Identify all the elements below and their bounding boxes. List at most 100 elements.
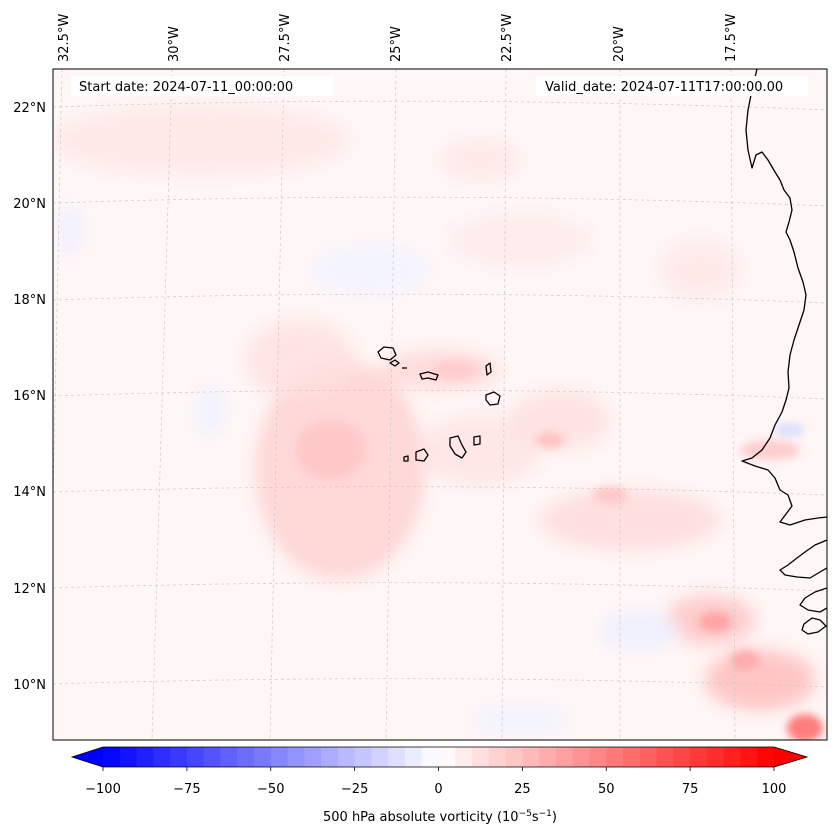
- colorbar-cell: [337, 747, 356, 767]
- lat-label-10n: 10°N: [13, 678, 46, 693]
- parallel-line: [53, 293, 827, 304]
- colorbar-extend-max: [774, 747, 807, 767]
- colorbar-cell: [354, 747, 372, 767]
- colorbar-cell: [270, 747, 289, 767]
- island-boa-vista: [485, 391, 501, 406]
- lon-label-22-5w: 22.5°W: [500, 14, 515, 62]
- parallel-line: [53, 582, 827, 592]
- island-brava: [403, 455, 409, 462]
- meridian-line: [501, 69, 507, 740]
- colorbar-extend-min: [72, 747, 103, 767]
- colorbar-tick-label: 0: [434, 782, 442, 797]
- meridian-line: [730, 69, 736, 740]
- colorbar-tick-label: 25: [514, 782, 531, 797]
- latitude-labels: 22°N 20°N 18°N 16°N 14°N 12°N 10°N: [13, 101, 46, 693]
- vorticity-positive-core: [699, 612, 731, 632]
- vorticity-field: [53, 105, 823, 740]
- colorbar-cell: [237, 747, 255, 767]
- colorbar-cell: [186, 747, 205, 767]
- vorticity-positive-area: [705, 650, 815, 710]
- island-sao-nicolau: [419, 371, 439, 381]
- gridlines: [53, 69, 827, 740]
- vorticity-positive-core: [592, 487, 628, 503]
- vorticity-negative-area: [470, 705, 570, 735]
- colorbar-label-exp1: −5: [519, 809, 532, 819]
- colorbar-tick-label: −75: [173, 782, 200, 797]
- vorticity-positive-area: [660, 240, 740, 300]
- vorticity-positive-area: [450, 215, 590, 265]
- colorbar-cells: [103, 747, 775, 767]
- colorbar-label-main: 500 hPa absolute vorticity (10: [323, 810, 519, 825]
- colorbar-cell: [690, 747, 708, 767]
- island-santo-antao: [377, 346, 397, 361]
- lat-label-20n: 20°N: [13, 197, 46, 212]
- colorbar-cell: [371, 747, 389, 767]
- colorbar-tick-label: −25: [341, 782, 368, 797]
- meridian-line: [269, 69, 285, 740]
- vorticity-negative-area: [195, 385, 225, 435]
- island-sal: [485, 362, 492, 376]
- meridian-line: [151, 69, 173, 740]
- parallel-line: [53, 196, 827, 207]
- start-date-box: [71, 76, 333, 96]
- colorbar-tick-label: 50: [598, 782, 615, 797]
- lon-label-27-5w: 27.5°W: [278, 14, 293, 62]
- coastline-segment: [799, 587, 827, 613]
- lat-label-18n: 18°N: [13, 293, 46, 308]
- valid-date-box: [536, 76, 808, 96]
- vorticity-positive-area: [540, 490, 720, 550]
- colorbar-cell: [606, 747, 624, 767]
- colorbar-cell: [304, 747, 322, 767]
- vorticity-positive-core: [295, 420, 365, 480]
- lon-label-17-5w: 17.5°W: [724, 14, 739, 62]
- vorticity-positive-core: [433, 360, 477, 380]
- colorbar-cell: [639, 747, 658, 767]
- map-area: Start date: 2024-07-11_00:00:00 Valid_da…: [53, 69, 827, 740]
- vorticity-negative-core: [775, 423, 805, 437]
- colorbar-label-unit: s: [532, 810, 539, 825]
- lon-label-30w: 30°W: [167, 26, 182, 62]
- colorbar-cell: [623, 747, 641, 767]
- vorticity-positive-area: [53, 105, 350, 175]
- island-maio: [473, 435, 481, 446]
- vorticity-positive-core: [536, 432, 564, 448]
- vorticity-positive-core: [787, 714, 823, 740]
- colorbar-cell: [455, 747, 473, 767]
- colorbar-cell: [170, 747, 188, 767]
- colorbar-cell: [287, 747, 305, 767]
- parallel-line: [53, 678, 827, 688]
- vorticity-positive-core: [740, 440, 800, 460]
- colorbar-cell: [656, 747, 674, 767]
- colorbar-cell: [404, 747, 423, 767]
- colorbar-cell: [119, 747, 138, 767]
- colorbar-cell: [253, 747, 272, 767]
- colorbar-tick-label: −100: [85, 782, 121, 797]
- colorbar-cell: [572, 747, 590, 767]
- parallel-line: [53, 100, 827, 111]
- colorbar-tick-label: 75: [682, 782, 699, 797]
- colorbar-cell: [421, 747, 439, 767]
- west-africa-coastline: [741, 69, 827, 526]
- island-santiago: [449, 435, 467, 459]
- colorbar-cell: [388, 747, 406, 767]
- colorbar-ticks: −100 −75 −50 −25 0 25 50 75 100: [85, 767, 786, 797]
- colorbar-label-end: ): [552, 810, 557, 825]
- colorbar-cell: [438, 747, 456, 767]
- colorbar-cell: [757, 747, 775, 767]
- island-fogo: [415, 448, 429, 462]
- colorbar-cell: [740, 747, 758, 767]
- coastlines: [377, 69, 827, 635]
- longitude-labels: 32.5°W 30°W 27.5°W 25°W 22.5°W 20°W 17.5…: [57, 14, 739, 62]
- colorbar-tick-label: 100: [762, 782, 787, 797]
- colorbar-cell: [522, 747, 540, 767]
- colorbar-cell: [505, 747, 523, 767]
- colorbar-cell: [723, 747, 741, 767]
- vorticity-negative-area: [600, 610, 680, 650]
- colorbar-cell: [488, 747, 507, 767]
- vorticity-positive-area: [510, 390, 610, 450]
- colorbar-cell: [136, 747, 154, 767]
- start-date-label: Start date: 2024-07-11_00:00:00: [79, 80, 293, 95]
- colorbar-cell: [706, 747, 725, 767]
- vorticity-negative-area: [310, 245, 430, 295]
